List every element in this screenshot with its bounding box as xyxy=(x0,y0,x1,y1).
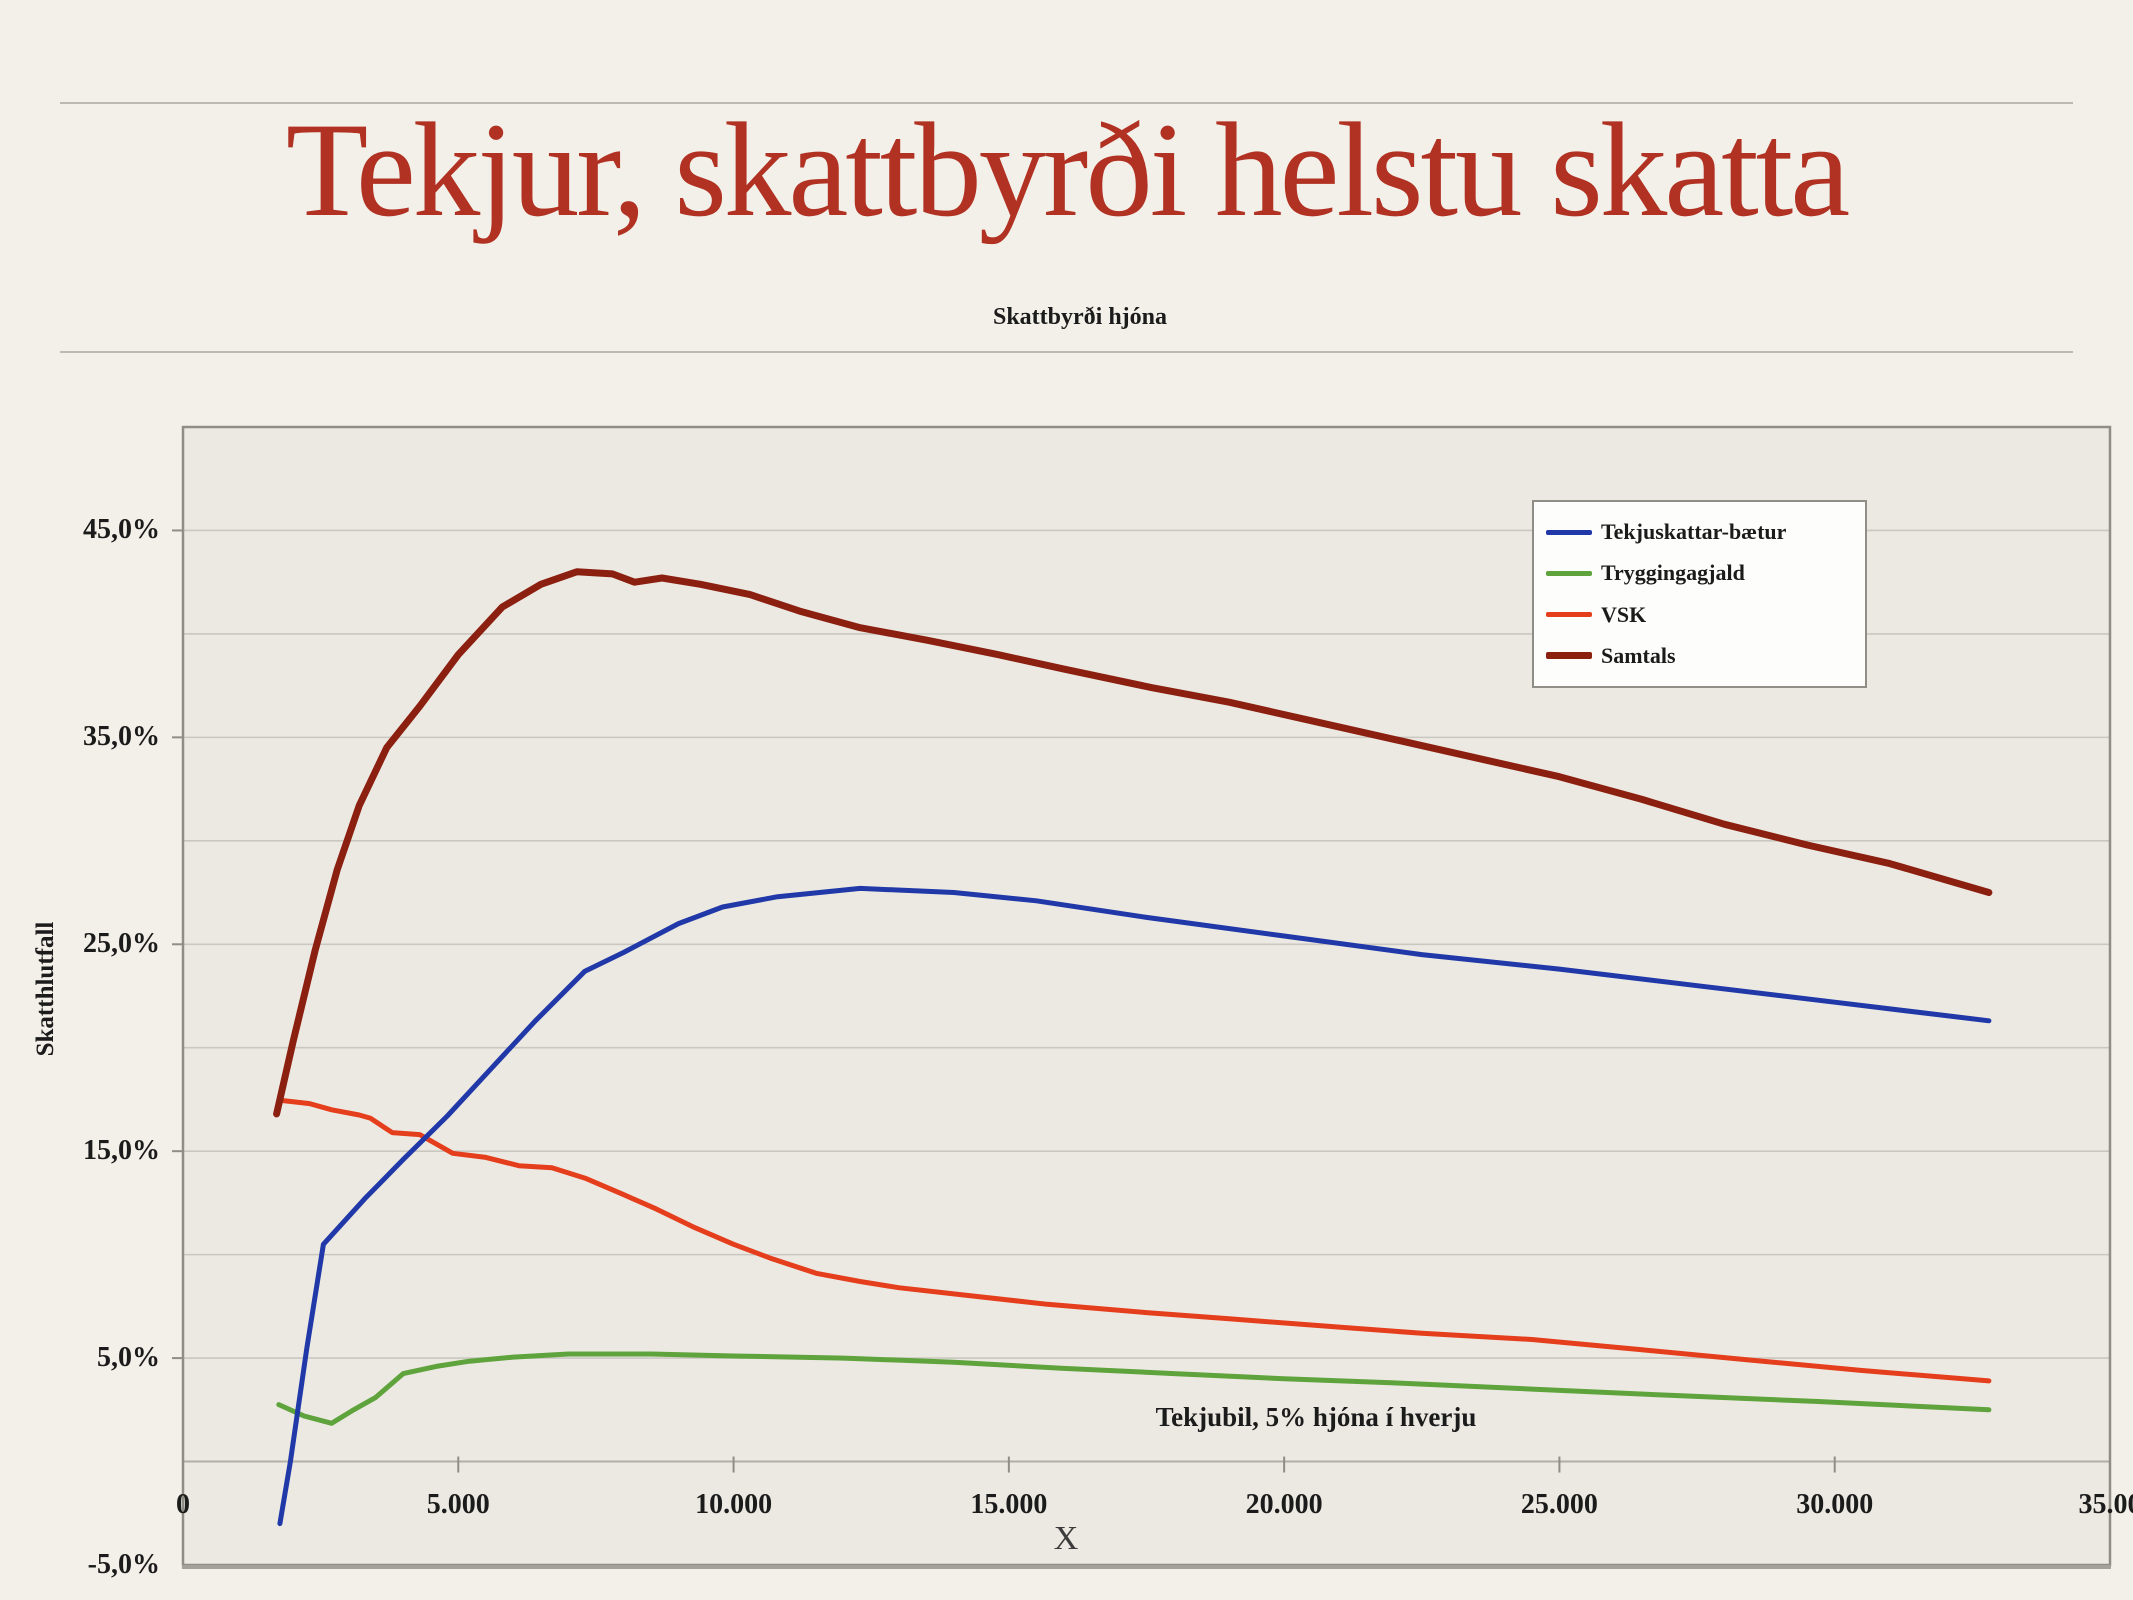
y-tick-label: 35,0% xyxy=(83,721,160,753)
legend-label: Tryggingagjald xyxy=(1601,560,1745,586)
legend-label: VSK xyxy=(1601,601,1647,627)
legend-swatch-icon xyxy=(1546,529,1592,535)
x-tick-label: 0 xyxy=(176,1489,190,1520)
x-tick-label: 5.000 xyxy=(426,1489,490,1520)
legend-item: Tryggingagjald xyxy=(1534,562,1865,584)
series-line-samtals xyxy=(273,568,1993,1118)
y-tick-label: -5,0% xyxy=(87,1549,160,1580)
slide-title: Tekjur, skattbyrði helstu skatta xyxy=(285,96,1850,245)
x-tick-label: 15.000 xyxy=(970,1489,1048,1520)
legend-label: Tekjuskattar-bætur xyxy=(1601,519,1787,545)
y-tick-label: 15,0% xyxy=(83,1135,160,1167)
chart-title: Skattbyrði hjóna xyxy=(992,304,1168,330)
y-tick-label: 5,0% xyxy=(97,1342,160,1374)
y-axis-title: Skatthlutfall xyxy=(32,921,59,1057)
x-axis-symbol: X xyxy=(1053,1520,1079,1557)
x-axis-annotation: Tekjubil, 5% hjóna í hverju xyxy=(1155,1402,1477,1432)
series-line-tekjuskattar-b-tur xyxy=(277,885,1992,1527)
series-line-vsk xyxy=(279,1098,1992,1384)
legend-item: Samtals xyxy=(1534,642,1865,668)
y-tick-label: 25,0% xyxy=(83,928,160,960)
title-divider xyxy=(60,351,2073,353)
legend-swatch-icon xyxy=(1546,570,1592,576)
x-tick-label: 30.000 xyxy=(1796,1489,1874,1520)
legend-swatch-icon xyxy=(1546,652,1592,660)
x-tick-label: 10.000 xyxy=(695,1489,773,1520)
top-divider xyxy=(60,102,2073,104)
x-tick-label: 25.000 xyxy=(1520,1489,1598,1520)
legend-swatch-icon xyxy=(1546,612,1592,618)
y-tick-label: 45,0% xyxy=(83,514,160,546)
legend-item: Tekjuskattar-bætur xyxy=(1534,521,1865,543)
legend: Tekjuskattar-bætur Tryggingagjald VSK Samta… xyxy=(1532,500,1867,688)
series-line-tryggingagjald xyxy=(276,1351,1992,1426)
legend-item: VSK xyxy=(1534,601,1865,627)
legend-label: Samtals xyxy=(1601,642,1676,668)
x-tick-label: 20.000 xyxy=(1245,1489,1323,1520)
x-tick-label: 35.00 xyxy=(2078,1489,2133,1520)
